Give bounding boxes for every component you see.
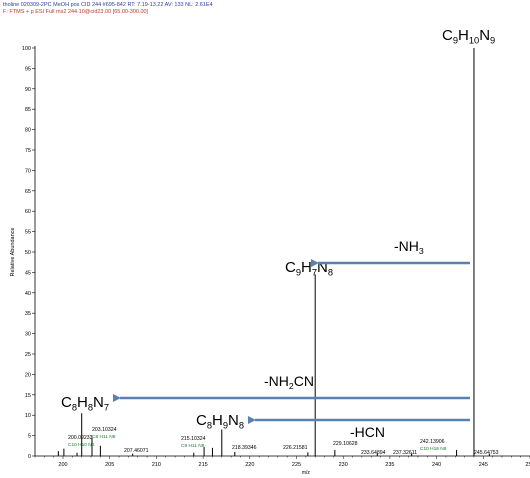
x-axis-title: m/z xyxy=(302,470,311,476)
y-tick-label: 60 xyxy=(25,209,31,215)
y-tick-label: 25 xyxy=(25,352,31,358)
scan-filter: F: FTMS + p ESI Full ms2 244.10@cid23.00… xyxy=(3,9,149,15)
y-tick-label: 20 xyxy=(25,372,31,378)
x-tick-label: 245 xyxy=(479,462,488,468)
peak-mz-label: 242.13906 xyxy=(420,439,445,445)
y-axis-title: Relative Abundance xyxy=(10,228,16,277)
y-tick-label: 45 xyxy=(25,270,31,276)
y-tick-label: 85 xyxy=(25,107,31,113)
x-tick-label: 240 xyxy=(432,462,441,468)
y-tick-label: 70 xyxy=(25,168,31,174)
y-tick-label: 30 xyxy=(25,332,31,338)
y-tick-label: 50 xyxy=(25,250,31,256)
x-tick-label: 235 xyxy=(385,462,394,468)
y-tick-label: 65 xyxy=(25,189,31,195)
x-tick-label: 215 xyxy=(199,462,208,468)
scan-header: tholine 020309-2PC MeOH pos CID 244 #695… xyxy=(3,2,213,8)
y-tick-label: 55 xyxy=(25,230,31,236)
peak-mz-label: 200.09233 xyxy=(68,435,93,441)
peak-mz-label: 237.32611 xyxy=(393,450,417,456)
y-tick-label: 90 xyxy=(25,87,31,93)
y-tick-label: 15 xyxy=(25,393,31,399)
peak-formula-label: C10 H16 N8 xyxy=(420,446,447,452)
y-tick-label: 100 xyxy=(22,46,31,52)
peak-mz-label: 226.21581 xyxy=(283,445,308,451)
x-tick-label: 200 xyxy=(58,462,67,468)
formula-label-precursor: C9H10N9 xyxy=(442,27,495,45)
y-tick-label: 75 xyxy=(25,148,31,154)
y-tick-label: 10 xyxy=(25,413,31,419)
x-tick-label: 205 xyxy=(105,462,114,468)
formula-label-nh3-loss: C9H7N8 xyxy=(285,259,333,277)
y-tick-label: 80 xyxy=(25,128,31,134)
peak-mz-label: 218.39346 xyxy=(232,445,257,451)
y-tick-label: 35 xyxy=(25,311,31,317)
y-tick-label: 0 xyxy=(28,454,31,460)
peak-formula-label: C8 H11 N8 xyxy=(92,434,116,440)
y-tick-label: 95 xyxy=(25,66,31,72)
neutral-loss-hcn: -HCN xyxy=(350,424,385,440)
peak-mz-label: 207.46071 xyxy=(124,448,149,454)
neutral-loss-nh3: -NH3 xyxy=(394,238,424,256)
peak-formula-label: C10 H10 N6 xyxy=(68,442,95,448)
formula-label-nh2cn-loss: C8H8N7 xyxy=(61,394,109,412)
peak-mz-label: 229.10628 xyxy=(333,441,358,447)
y-tick-label: 40 xyxy=(25,291,31,297)
x-tick-label: 250 xyxy=(525,462,530,468)
peak-mz-label: 233.64894 xyxy=(361,450,386,456)
x-tick-label: 225 xyxy=(292,462,301,468)
formula-label-hcn-loss: C8H9N8 xyxy=(196,412,244,430)
neutral-loss-nh2cn: -NH2CN xyxy=(264,373,314,391)
y-tick-label: 5 xyxy=(28,434,31,440)
peak-mz-label: 203.10324 xyxy=(92,427,117,433)
x-tick-label: 210 xyxy=(152,462,161,468)
peak-formula-label: C9 H11 N8 xyxy=(181,443,205,449)
peak-mz-label: 215.10324 xyxy=(181,436,206,442)
peak-mz-label: 245.64753 xyxy=(474,450,499,456)
x-tick-label: 220 xyxy=(245,462,254,468)
x-tick-label: 230 xyxy=(339,462,348,468)
